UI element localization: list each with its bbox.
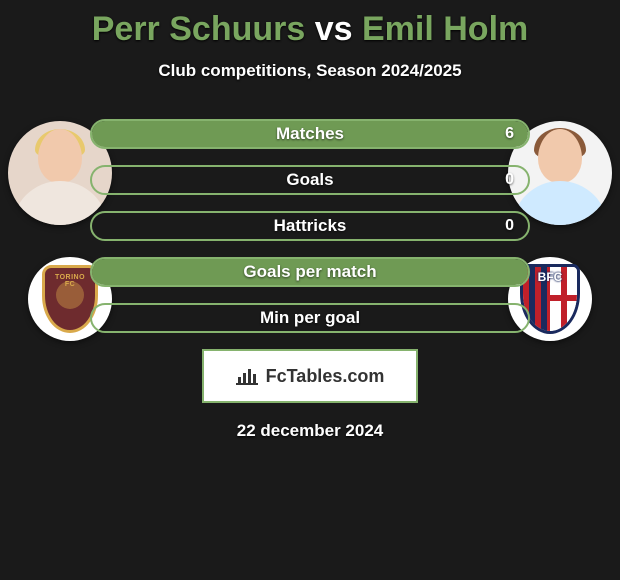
stat-bars: Matches6Goals0Hattricks0Goals per matchM… <box>90 101 530 333</box>
stat-bar: Goals0 <box>90 165 530 195</box>
bfc-text: BFC <box>523 270 577 284</box>
stat-label: Min per goal <box>92 305 528 331</box>
player2-head <box>538 129 582 183</box>
player1-head <box>38 129 82 183</box>
stat-bar: Hattricks0 <box>90 211 530 241</box>
stat-value-right: 0 <box>505 213 514 239</box>
page-title: Perr Schuurs vs Emil Holm <box>0 0 620 49</box>
stat-label: Matches <box>92 121 528 147</box>
player2-name: Emil Holm <box>362 10 528 48</box>
vs-word: vs <box>315 10 353 48</box>
stat-bar: Goals per match <box>90 257 530 287</box>
player1-name: Perr Schuurs <box>92 10 306 48</box>
site-logo: FcTables.com <box>202 349 418 403</box>
stat-value-right: 0 <box>505 167 514 193</box>
subtitle: Club competitions, Season 2024/2025 <box>0 61 620 81</box>
date-text: 22 december 2024 <box>0 421 620 441</box>
stat-label: Goals per match <box>92 259 528 285</box>
site-brand-text: FcTables.com <box>266 366 385 387</box>
comparison-main: BFC Matches6Goals0Hattricks0Goals per ma… <box>0 101 620 441</box>
stat-label: Goals <box>92 167 528 193</box>
stat-bar: Min per goal <box>90 303 530 333</box>
stat-bar: Matches6 <box>90 119 530 149</box>
stat-label: Hattricks <box>92 213 528 239</box>
stat-value-right: 6 <box>505 121 514 147</box>
chart-icon <box>236 367 258 385</box>
